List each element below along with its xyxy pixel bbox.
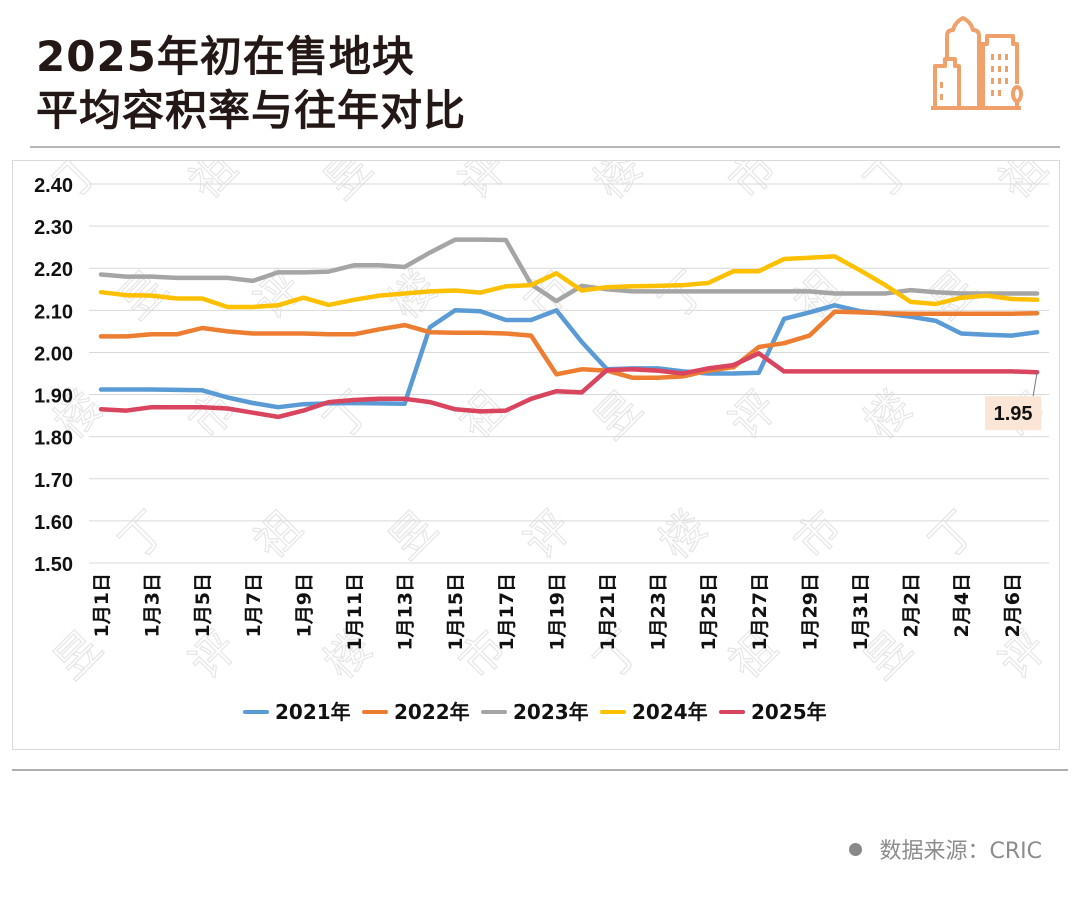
- footer-divider: [12, 769, 1068, 771]
- x-tick-label: 2月6日: [1002, 573, 1024, 637]
- watermark-glyph: 祖: [1055, 502, 1061, 569]
- watermark-glyph: 评: [720, 382, 787, 449]
- x-tick-label: 2月4日: [951, 573, 973, 637]
- gridlines: [89, 183, 1049, 564]
- x-tick-label: 1月9日: [293, 573, 315, 637]
- annotation-box: [985, 396, 1042, 431]
- x-tick-label: 1月15日: [445, 573, 467, 651]
- y-tick-label: 1.70: [34, 470, 73, 492]
- annotation-leader: [1032, 372, 1038, 397]
- x-tick-label: 1月31日: [850, 573, 872, 651]
- x-axis-ticks: 1月1日 1月3日 1月5日 1月7日 1月9日 1月11日 1月13日 1月15日 1月17日…: [91, 573, 1024, 651]
- series-line-2024: [98, 254, 1040, 310]
- watermark-glyph: 丁: [920, 502, 987, 569]
- series-line-2022: [98, 309, 1040, 380]
- watermark-glyph: 市: [785, 502, 852, 569]
- watermark-glyph: 祖: [450, 382, 517, 449]
- series-line-2023: [98, 237, 1040, 304]
- legend-label: 2022年: [394, 700, 470, 724]
- watermark-glyph: 评: [515, 502, 582, 569]
- title-line-1: 2025年初在售地块: [36, 32, 415, 81]
- x-tick-label: 2月2日: [901, 573, 923, 637]
- y-tick-label: 2.20: [34, 259, 73, 281]
- legend-label: 2023年: [513, 700, 589, 724]
- legend: 2021年 2022年 2023年 2024年 2025年: [243, 700, 827, 724]
- y-tick-label: 1.60: [34, 512, 73, 534]
- chart-container: 丁祖昱评楼市丁祖昱评楼市丁祖昱评楼市丁祖昱评楼市丁祖昱评楼市丁祖昱评楼市丁祖昱评…: [12, 160, 1061, 750]
- y-tick-label: 1.80: [34, 428, 73, 450]
- y-axis-ticks: 2.40 2.30 2.20 2.10 2.00 1.90 1.80 1.70 1.60 1.50: [34, 175, 73, 576]
- watermark-glyph: 祖: [180, 161, 247, 209]
- annotations: 1.95: [985, 372, 1042, 431]
- watermark-glyph: 楼: [855, 382, 922, 449]
- data-source: 数据来源：CRIC: [848, 833, 1043, 865]
- watermark-glyph: 评: [450, 161, 517, 209]
- x-tick-label: 1月1日: [91, 573, 113, 637]
- watermark-glyph: 评: [1055, 262, 1061, 329]
- y-tick-label: 2.40: [34, 175, 73, 197]
- watermark-glyph: 昱: [380, 502, 447, 569]
- watermark-glyph: 市: [720, 161, 787, 209]
- x-tick-label: 1月11日: [344, 573, 366, 651]
- watermark-glyph: 丁: [110, 502, 177, 569]
- x-tick-label: 1月17日: [496, 573, 518, 651]
- series-lines: [98, 237, 1040, 420]
- watermark-glyph: 丁: [855, 161, 922, 209]
- x-tick-label: 1月25日: [698, 573, 720, 651]
- x-tick-label: 1月7日: [243, 573, 265, 637]
- y-tick-label: 1.90: [34, 386, 73, 408]
- source-text: 数据来源：CRIC: [879, 839, 1043, 864]
- city-buildings-icon: [931, 16, 1023, 110]
- bullet-dot-icon: [848, 842, 862, 856]
- watermark-glyph: 祖: [990, 161, 1057, 209]
- legend-label: 2024年: [632, 700, 708, 724]
- x-tick-label: 1月27日: [749, 573, 771, 651]
- y-tick-label: 2.10: [34, 301, 73, 323]
- x-tick-label: 1月29日: [799, 573, 821, 651]
- line-chart: 丁祖昱评楼市丁祖昱评楼市丁祖昱评楼市丁祖昱评楼市丁祖昱评楼市丁祖昱评楼市丁祖昱评…: [34, 161, 1061, 724]
- y-tick-label: 2.00: [34, 343, 73, 365]
- series-line-2025: [98, 351, 1040, 420]
- watermark-glyph: 楼: [585, 161, 652, 209]
- watermark-glyph: 祖: [245, 502, 312, 569]
- legend-label: 2021年: [275, 700, 351, 724]
- title-line-2: 平均容积率与往年对比: [36, 86, 467, 135]
- watermark-glyph: 丁: [650, 262, 717, 329]
- watermark-glyph: 楼: [650, 502, 717, 569]
- y-tick-label: 1.50: [34, 554, 73, 576]
- watermark-glyph: 昱: [585, 382, 652, 449]
- title-divider: [30, 146, 1060, 148]
- watermark-glyph: 丁: [315, 382, 382, 449]
- x-tick-label: 1月5日: [192, 573, 214, 637]
- x-tick-label: 1月23日: [648, 573, 670, 651]
- annotation-label: 1.95: [994, 403, 1033, 425]
- x-tick-label: 1月21日: [597, 573, 619, 651]
- legend-label: 2025年: [751, 700, 827, 724]
- x-tick-label: 1月19日: [546, 573, 568, 651]
- page-title: 2025年初在售地块 平均容积率与往年对比: [36, 30, 466, 138]
- watermark-glyph: 昱: [315, 161, 382, 209]
- x-tick-label: 1月13日: [395, 573, 417, 651]
- y-tick-label: 2.30: [34, 217, 73, 239]
- x-tick-label: 1月3日: [142, 573, 164, 637]
